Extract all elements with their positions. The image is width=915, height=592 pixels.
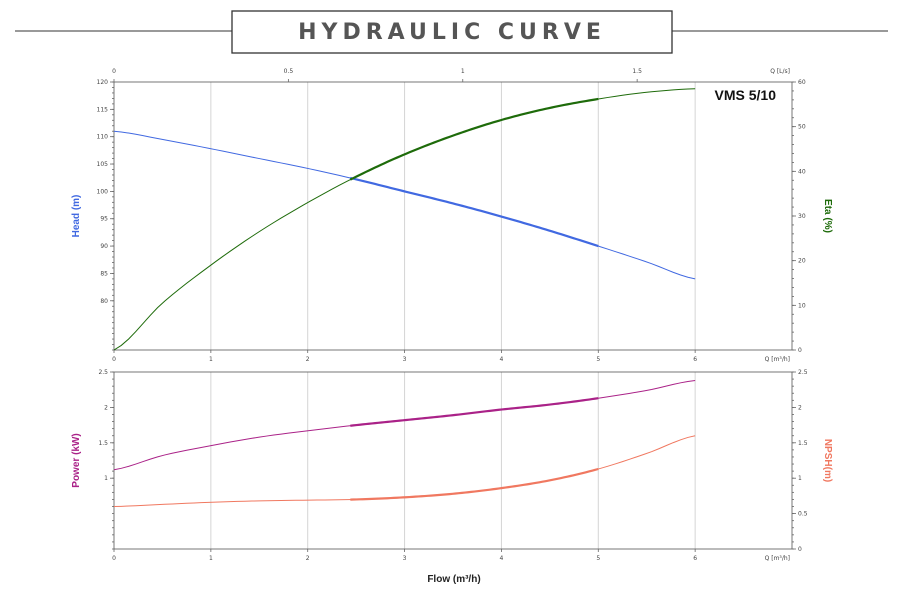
- x-tick-label-3: 3: [403, 356, 407, 363]
- x2-tick-label-0: 0: [112, 68, 116, 75]
- y-left-tick-label-80: 80: [100, 298, 108, 305]
- y-right-tick-label-30: 30: [798, 213, 806, 220]
- pump-model-label: VMS 5/10: [715, 87, 777, 103]
- plot-frame: [113, 81, 793, 351]
- y-right-tick-label-0: 0: [798, 347, 802, 354]
- x-axis-unit-label: Q [m³/h]: [765, 555, 790, 562]
- x-axis-title-flow: Flow (m³/h): [427, 574, 480, 585]
- x-ticks: 0 1 2 3 4 5 6 Q [m³/h]: [112, 549, 790, 562]
- y-left-tick-label-85: 85: [100, 270, 108, 277]
- y-left-tick-label-115: 115: [97, 106, 109, 113]
- title-block: HYDRAULIC CURVE: [15, 10, 888, 54]
- y-left-tick-label-95: 95: [100, 216, 108, 223]
- x-tick-label-5: 5: [596, 356, 600, 363]
- x-tick-label-5: 5: [596, 555, 600, 562]
- x2-tick-label-1: 1: [461, 68, 465, 75]
- y-right-tick-label-10: 10: [798, 302, 806, 309]
- x-tick-label-0: 0: [112, 356, 116, 363]
- x-ticks: 0 1 2 3 4 5 6 Q [m³/h]: [112, 350, 790, 363]
- y-left-tick-label-2-5: 2.5: [98, 369, 108, 376]
- series-operating-range-head-m: [350, 176, 599, 248]
- plot-frame: [113, 371, 793, 550]
- y-right-ticks: 0 0.5 1 1.5 2 2.5: [792, 369, 808, 553]
- y-left-tick-label-1-5: 1.5: [98, 440, 108, 447]
- y-right-tick-label-2-5: 2.5: [798, 369, 808, 376]
- y-right-tick-label-1-5: 1.5: [798, 440, 808, 447]
- x2-tick-label-1-5: 1.5: [632, 68, 642, 75]
- grid-lines: [210, 372, 696, 549]
- y-left-axis-title: Head (m): [71, 195, 82, 238]
- y-left-tick-label-2: 2: [104, 404, 108, 411]
- y-left-tick-label-120: 120: [97, 79, 109, 86]
- x2-tick-label-0-5: 0.5: [284, 68, 294, 75]
- y-left-axis-title: Power (kW): [71, 433, 82, 487]
- y-right-tick-label-0-5: 0.5: [798, 511, 808, 518]
- series-lines: [113, 88, 696, 351]
- y-left-tick-label-110: 110: [97, 134, 109, 141]
- x-tick-label-1: 1: [209, 356, 213, 363]
- x2-axis-unit-label: Q [L/s]: [770, 68, 790, 75]
- series-operating-range-npsh-m: [350, 467, 599, 501]
- y-right-tick-label-60: 60: [798, 79, 806, 86]
- y-right-tick-label-40: 40: [798, 168, 806, 175]
- title-box: [231, 10, 673, 54]
- y-right-axis-title: Eta (%): [822, 199, 833, 233]
- y-left-tick-label-1: 1: [104, 475, 108, 482]
- y-right-ticks: 0 10 20 30 40 50 60: [792, 79, 806, 354]
- y-left-tick-label-105: 105: [97, 161, 109, 168]
- power-npsh-panel: 0 1 2 3 4 5 6 Q [m³/h] 1 1.5 2 2.5 0 0.5 1 1.5 2 2.5 Power…: [71, 369, 833, 585]
- y-right-axis-title: NPSH(m): [822, 439, 833, 482]
- x-tick-label-6: 6: [693, 555, 697, 562]
- x-tick-label-0: 0: [112, 555, 116, 562]
- y-left-ticks: 1 1.5 2 2.5: [98, 369, 114, 550]
- x2-ticks: 0 0.5 1 1.5 Q [L/s]: [112, 68, 790, 82]
- series-operating-range-power-kw: [350, 397, 599, 427]
- y-left-ticks: 80 85 90 95 100 105 110 115 120: [97, 79, 114, 351]
- x-tick-label-6: 6: [693, 356, 697, 363]
- y-right-tick-label-0: 0: [798, 546, 802, 553]
- x-tick-label-2: 2: [306, 555, 310, 562]
- series-lines: [113, 380, 696, 508]
- x-tick-label-3: 3: [403, 555, 407, 562]
- x-tick-label-1: 1: [209, 555, 213, 562]
- y-left-tick-label-100: 100: [97, 188, 109, 195]
- y-right-tick-label-50: 50: [798, 124, 806, 131]
- grid-lines: [210, 82, 696, 350]
- x-tick-label-4: 4: [500, 356, 504, 363]
- y-left-tick-label-90: 90: [100, 243, 108, 250]
- x-tick-label-4: 4: [500, 555, 504, 562]
- series-operating-range-eta: [349, 97, 599, 181]
- x-tick-label-2: 2: [306, 356, 310, 363]
- x-axis-unit-label: Q [m³/h]: [765, 356, 790, 363]
- chart-title: HYDRAULIC CURVE: [298, 20, 606, 45]
- y-right-tick-label-1: 1: [798, 475, 802, 482]
- y-right-tick-label-20: 20: [798, 258, 806, 265]
- y-right-tick-label-2: 2: [798, 404, 802, 411]
